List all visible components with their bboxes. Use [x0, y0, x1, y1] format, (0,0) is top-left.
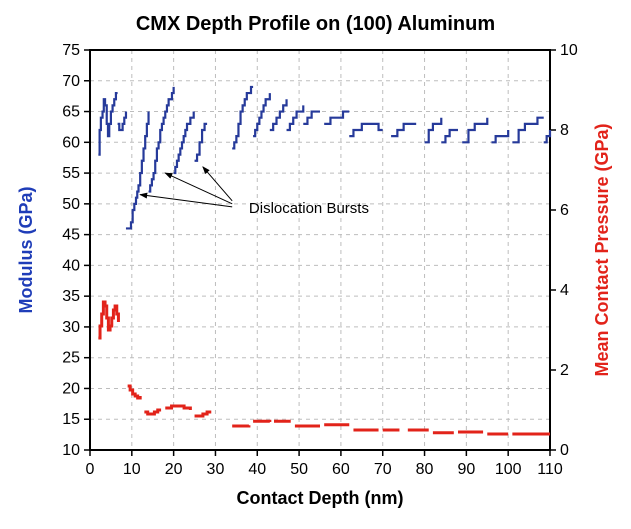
y-left-tick-label: 40 — [62, 257, 80, 274]
chart-title: CMX Depth Profile on (100) Aluminum — [136, 13, 495, 35]
y-right-tick-label: 0 — [560, 442, 569, 459]
y-left-tick-label: 50 — [62, 196, 80, 213]
y-right-tick-label: 10 — [560, 42, 578, 59]
y-left-tick-label: 25 — [62, 350, 80, 367]
y-right-tick-label: 2 — [560, 362, 569, 379]
cmx-depth-profile-chart: 0102030405060708090100110101520253035404… — [0, 0, 631, 529]
y-left-tick-label: 45 — [62, 227, 80, 244]
x-tick-label: 60 — [332, 461, 350, 478]
y-right-tick-label: 8 — [560, 122, 569, 139]
y-left-tick-label: 55 — [62, 165, 80, 182]
x-tick-label: 80 — [416, 461, 434, 478]
y-right-tick-label: 6 — [560, 202, 569, 219]
y-left-tick-label: 60 — [62, 134, 80, 151]
y-left-tick-label: 35 — [62, 288, 80, 305]
x-axis-label: Contact Depth (nm) — [237, 488, 404, 508]
y-left-tick-label: 15 — [62, 411, 80, 428]
y-right-axis-label: Mean Contact Pressure (GPa) — [592, 123, 612, 376]
x-tick-label: 0 — [86, 461, 95, 478]
y-left-axis-label: Modulus (GPa) — [16, 187, 36, 314]
gridlines — [90, 50, 550, 450]
axis-ticks: 0102030405060708090100110101520253035404… — [62, 42, 578, 478]
y-left-tick-label: 75 — [62, 42, 80, 59]
x-tick-label: 40 — [248, 461, 266, 478]
x-tick-label: 30 — [207, 461, 225, 478]
x-tick-label: 110 — [537, 461, 563, 478]
y-right-tick-label: 4 — [560, 282, 569, 299]
x-tick-label: 90 — [457, 461, 475, 478]
annotation-label: Dislocation Bursts — [249, 200, 369, 217]
y-left-tick-label: 70 — [62, 73, 80, 90]
plot-border — [90, 50, 550, 450]
pressure-series — [98, 302, 550, 434]
x-tick-label: 100 — [495, 461, 522, 478]
x-tick-label: 50 — [290, 461, 308, 478]
y-left-tick-label: 30 — [62, 319, 80, 336]
x-tick-label: 70 — [374, 461, 392, 478]
annotation-dislocation-bursts: Dislocation Bursts — [140, 167, 369, 217]
y-left-tick-label: 20 — [62, 380, 80, 397]
y-left-tick-label: 10 — [62, 442, 80, 459]
x-tick-label: 10 — [123, 461, 141, 478]
y-left-tick-label: 65 — [62, 104, 80, 121]
x-tick-label: 20 — [165, 461, 183, 478]
